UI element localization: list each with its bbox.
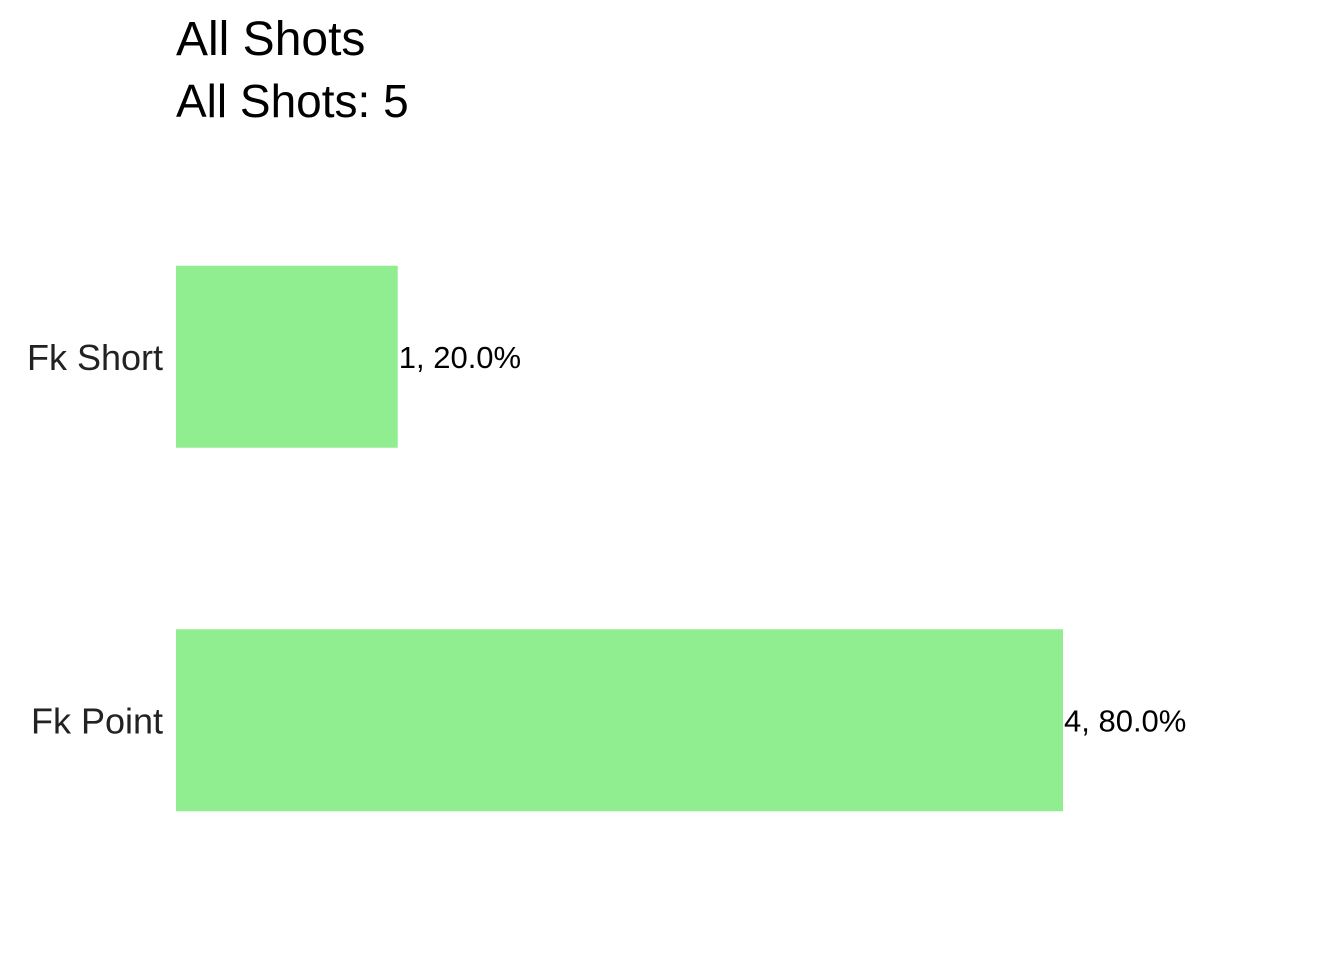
- bar: [176, 265, 398, 448]
- data-label: 4, 80.0%: [1064, 703, 1186, 738]
- y-tick-label: Fk Point: [31, 700, 163, 741]
- data-label: 1, 20.0%: [399, 340, 521, 375]
- chart-title: All Shots: [176, 13, 365, 66]
- chart-subtitle: All Shots: 5: [176, 75, 409, 127]
- y-tick-label: Fk Short: [27, 337, 163, 378]
- bar: [176, 629, 1063, 812]
